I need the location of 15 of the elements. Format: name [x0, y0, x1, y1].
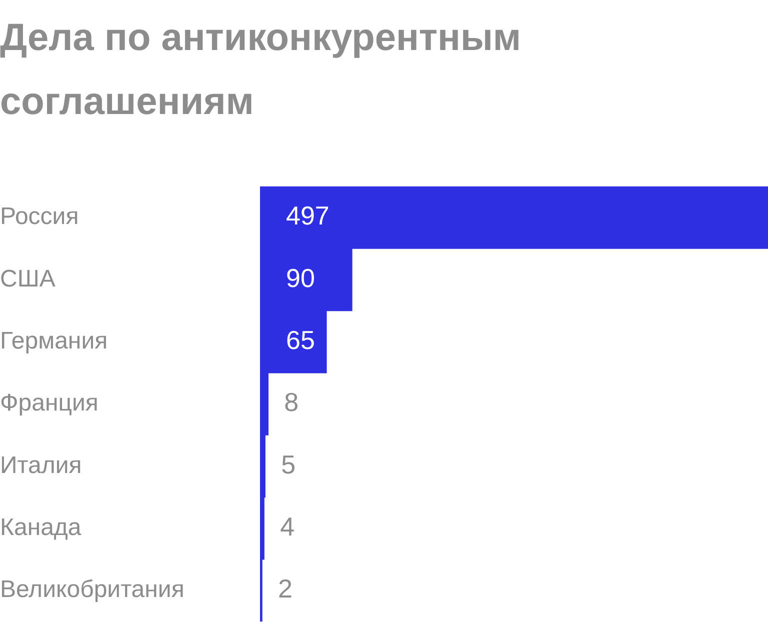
data-label: 5 — [281, 449, 296, 480]
data-label: 4 — [280, 512, 295, 542]
data-label: 497 — [286, 200, 330, 231]
y-tick-label: США — [0, 265, 56, 292]
y-tick-label: Россия — [0, 203, 79, 230]
y-tick-label: Италия — [0, 452, 82, 479]
y-tick-label: Франция — [0, 390, 98, 417]
data-label: 90 — [286, 262, 315, 293]
data-label: 8 — [284, 387, 299, 418]
y-tick-label: Канада — [0, 514, 82, 541]
data-label: 65 — [286, 325, 315, 355]
y-tick-label: Германия — [0, 327, 108, 354]
y-tick-label: Великобритания — [0, 576, 184, 604]
data-label: 2 — [278, 574, 293, 604]
chart-title: Дела по антиконкурентным соглашениям — [0, 16, 522, 125]
